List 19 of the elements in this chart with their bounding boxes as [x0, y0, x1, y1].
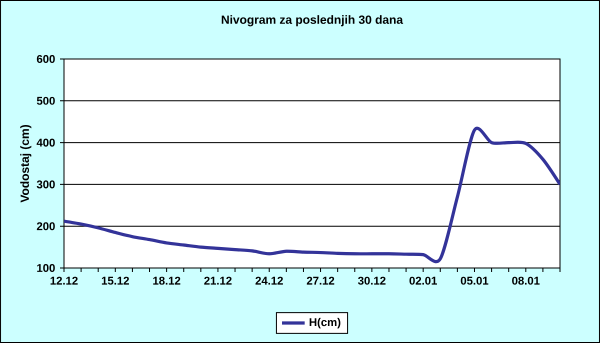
- x-tick-label: 12.12: [50, 276, 78, 285]
- y-tick-label: 500: [36, 96, 55, 105]
- x-tick-label: 18.12: [153, 276, 180, 285]
- x-tick-label: 08.01: [512, 276, 540, 285]
- x-tick-label: 02.01: [409, 276, 437, 285]
- x-tick-label: 15.12: [102, 276, 129, 285]
- y-axis-title: Vodostaj (cm): [20, 125, 32, 202]
- y-tick-label: 400: [36, 138, 55, 147]
- y-tick-label: 100: [37, 264, 55, 272]
- legend-label: H(cm): [310, 318, 340, 328]
- x-tick-label: 21.12: [204, 276, 232, 285]
- y-tick-label: 300: [36, 180, 55, 188]
- x-tick-label: 05.01: [460, 276, 488, 285]
- x-tick-label: 27.12: [306, 276, 334, 285]
- y-tick-label: 200: [36, 222, 55, 230]
- x-tick-label: 24.12: [256, 276, 283, 285]
- y-tick-label: 600: [36, 55, 55, 63]
- x-tick-label: 30.12: [358, 276, 386, 285]
- chart-title: Nivogram za poslednjih 30 dana: [222, 15, 404, 26]
